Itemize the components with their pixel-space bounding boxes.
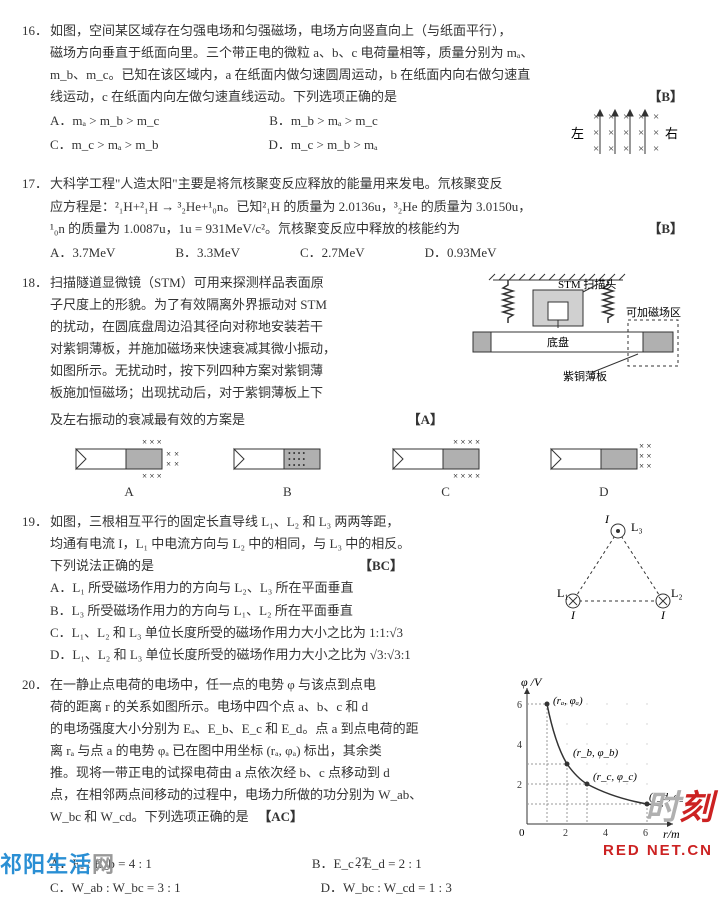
svg-text:2: 2: [517, 780, 522, 791]
svg-text:× ×: × ×: [639, 461, 651, 471]
q16-optB: B．m_b > mₐ > m_c: [269, 110, 378, 132]
q17-optB: B．3.3MeV: [175, 242, 240, 264]
q18-diagA: × × ×× × × ××××: [74, 437, 184, 481]
q17-answer: 【B】: [648, 218, 683, 240]
svg-text:×: ×: [623, 143, 629, 155]
q18-diagC: × × × × × × × ×: [391, 437, 501, 481]
svg-text:× × × ×: × × × ×: [453, 471, 480, 481]
watermark-left: 祁阳生活网: [0, 846, 115, 883]
q18-option-diagrams: × × ×× × × ×××× A • • • •• • • •• • • • …: [50, 437, 683, 503]
svg-text:左: 左: [571, 126, 584, 141]
svg-text:×: ×: [608, 127, 614, 139]
svg-text:×: ×: [653, 143, 659, 155]
question-16: 16． 如图，空间某区域存在匀强电场和匀强磁场，电场方向竖直向上（与纸面平行），…: [50, 20, 683, 165]
svg-text:(rₐ, φₐ): (rₐ, φₐ): [553, 695, 583, 707]
svg-text:×: ×: [623, 127, 629, 139]
page-number: 27: [355, 851, 368, 873]
q18-stm-diagram: STM 扫描头 底盘 可加磁场区 紫铜薄板: [463, 272, 683, 409]
q16-line4: 线运动，c 在纸面内向左做匀速直线运动。下列选项正确的是: [50, 86, 397, 108]
q16-line3: m_b、m_c。已知在该区域内，a 在纸面内做匀速圆周运动，b 在纸面内向右做匀…: [50, 64, 683, 86]
q20-line7: W_bc 和 W_cd。下列选项正确的是: [50, 806, 249, 828]
svg-text:L₂: L₂: [671, 586, 683, 600]
q17-optD: D．0.93MeV: [425, 242, 497, 264]
wm-left-sub: 网: [92, 852, 115, 877]
svg-text:(r_b, φ_b): (r_b, φ_b): [573, 747, 619, 759]
q20-optD: D．W_bc : W_cd = 1 : 3: [321, 877, 452, 899]
wm-right-small: RED NET.CN: [603, 838, 713, 864]
question-17: 17． 大科学工程"人造太阳"主要是将氘核聚变反应释放的能量用来发电。氘核聚变反…: [50, 173, 683, 263]
q18-optD: D: [544, 481, 664, 503]
q19-answer: 【BC】: [359, 555, 403, 577]
q19-line3: 下列说法正确的是: [50, 555, 154, 577]
svg-text:6: 6: [517, 700, 522, 711]
q16-optD: D．m_c > m_b > mₐ: [269, 134, 378, 156]
svg-text:×: ×: [638, 143, 644, 155]
q16-answer: 【B】: [648, 86, 683, 108]
svg-text:× × ×: × × ×: [142, 471, 162, 481]
q17-line1: 大科学工程"人造太阳"主要是将氘核聚变反应释放的能量用来发电。氘核聚变反: [50, 173, 683, 195]
q16-optC: C．m_c > mₐ > m_b: [50, 134, 159, 156]
svg-text:×: ×: [174, 449, 179, 459]
q18-answer: 【A】: [408, 409, 443, 431]
svg-text:L₃: L₃: [631, 520, 643, 534]
svg-text:φ /V: φ /V: [521, 675, 543, 689]
svg-text:× × × ×: × × × ×: [453, 437, 480, 447]
svg-text:I: I: [570, 608, 576, 621]
wm-left-main: 祁阳生活: [0, 852, 92, 877]
question-19: 19． L₃ I L₁ I L₂: [50, 511, 683, 666]
svg-text:4: 4: [517, 740, 522, 751]
q18-optC: C: [386, 481, 506, 503]
q16-optA: A．mₐ > m_b > m_c: [50, 110, 159, 132]
svg-text:×: ×: [174, 459, 179, 469]
svg-text:×: ×: [608, 143, 614, 155]
question-18: 18．: [50, 272, 683, 503]
svg-text:STM 扫描头: STM 扫描头: [558, 277, 616, 291]
svg-text:0: 0: [519, 827, 525, 839]
svg-text:I: I: [604, 512, 610, 526]
q17-line2: 应方程是：²₁H+²₁H → ³₂He+¹₀n。已知²₁H 的质量为 2.013…: [50, 196, 683, 218]
q18-number: 18．: [22, 272, 48, 294]
svg-text:×: ×: [653, 111, 659, 123]
q19-diagram: L₃ I L₁ I L₂ I: [553, 511, 683, 628]
svg-text:L₁: L₁: [557, 586, 569, 600]
q19-optD: D．L₁、L₂ 和 L₃ 单位长度所受的磁场作用力大小之比为 √3:√3:1: [50, 644, 683, 666]
svg-text:×: ×: [593, 127, 599, 139]
q16-line1: 如图，空间某区域存在匀强电场和匀强磁场，电场方向竖直向上（与纸面平行），: [50, 20, 683, 42]
svg-text:×: ×: [593, 143, 599, 155]
svg-text:×: ×: [166, 459, 171, 469]
svg-text:紫铜薄板: 紫铜薄板: [563, 369, 607, 383]
q17-line3: ¹₀n 的质量为 1.0087u，1u = 931MeV/c²。氘核聚变反应中释…: [50, 218, 460, 240]
svg-text:底盘: 底盘: [547, 335, 569, 349]
q17-number: 17．: [22, 173, 48, 195]
q16-line2: 磁场方向垂直于纸面向里。三个带正电的微粒 a、b、c 电荷量相等，质量分别为 m…: [50, 42, 683, 64]
q17-optC: C．2.7MeV: [300, 242, 365, 264]
q18-line7: 及左右振动的衰减最有效的方案是: [50, 409, 245, 431]
q18-optB: B: [227, 481, 347, 503]
q16-diagram: 左 右 ××××× ××××× ×××××: [563, 108, 683, 165]
svg-text:×: ×: [166, 449, 171, 459]
svg-text:×: ×: [638, 127, 644, 139]
q20-number: 20．: [22, 674, 48, 696]
svg-text:• • • •: • • • •: [288, 461, 305, 470]
svg-text:可加磁场区: 可加磁场区: [626, 305, 681, 319]
q16-body: 如图，空间某区域存在匀强电场和匀强磁场，电场方向竖直向上（与纸面平行）， 磁场方…: [50, 20, 683, 165]
svg-text:×: ×: [653, 127, 659, 139]
svg-text:× ×: × ×: [639, 441, 651, 451]
wm-right-red: 刻: [679, 789, 713, 827]
watermark-right: 时刻 RED NET.CN: [603, 780, 713, 863]
q18-diagB: • • • •• • • •• • • •: [232, 437, 342, 481]
svg-text:I: I: [660, 608, 666, 621]
svg-text:× × ×: × × ×: [142, 437, 162, 447]
q19-number: 19．: [22, 511, 48, 533]
q20-answer: 【AC】: [258, 806, 303, 828]
svg-text:2: 2: [563, 828, 568, 839]
q18-optA: A: [69, 481, 189, 503]
svg-text:× ×: × ×: [639, 451, 651, 461]
q18-diagD: × ×× ×× ×: [549, 437, 659, 481]
svg-text:右: 右: [665, 126, 678, 141]
q16-number: 16．: [22, 20, 48, 42]
q17-optA: A．3.7MeV: [50, 242, 115, 264]
wm-right-gray: 时: [645, 789, 679, 827]
